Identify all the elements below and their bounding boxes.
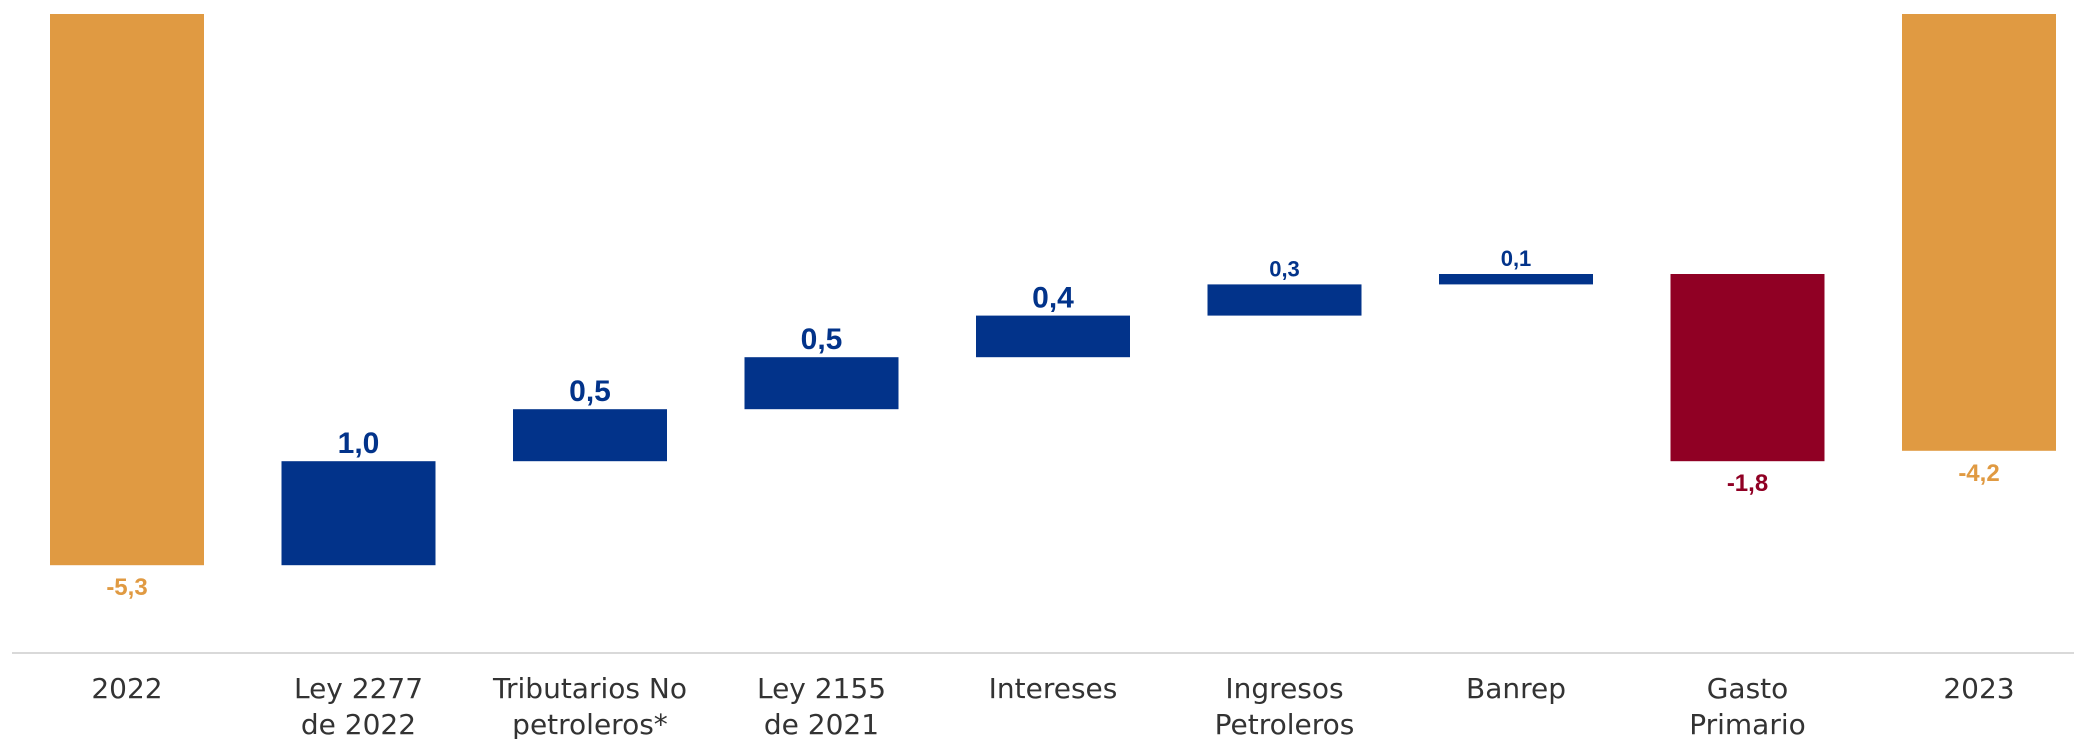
category-label: Ley 2277 <box>294 672 423 705</box>
category-label: Primario <box>1689 708 1806 739</box>
data-label: 0,3 <box>1269 256 1300 281</box>
category-label: Petroleros <box>1215 708 1355 739</box>
bar-8 <box>1902 14 2056 451</box>
data-label: 0,1 <box>1501 246 1532 271</box>
bar-3 <box>744 357 899 410</box>
category-label: Gasto <box>1707 672 1789 705</box>
data-label: 1,0 <box>338 427 380 460</box>
data-label: 0,5 <box>569 375 611 408</box>
category-label: de 2021 <box>764 708 879 739</box>
category-label: petroleros* <box>512 708 668 739</box>
bar-1 <box>281 461 436 566</box>
bar-0 <box>50 14 204 566</box>
category-label: de 2022 <box>301 708 416 739</box>
bar-6 <box>1439 274 1593 285</box>
data-label: -1,8 <box>1727 470 1768 497</box>
data-label: -4,2 <box>1958 460 1999 487</box>
category-label: 2022 <box>91 672 162 705</box>
data-label: -5,3 <box>106 574 147 601</box>
category-label: Ley 2155 <box>757 672 886 705</box>
category-label: Ingresos <box>1225 672 1343 705</box>
bar-5 <box>1207 284 1362 316</box>
bar-2 <box>513 409 667 462</box>
category-label: Tributarios No <box>492 672 687 705</box>
category-label: Intereses <box>989 672 1118 705</box>
category-label: 2023 <box>1943 672 2014 705</box>
bar-7 <box>1670 274 1825 462</box>
bar-4 <box>976 315 1130 358</box>
data-label: 0,5 <box>801 323 843 356</box>
category-label: Banrep <box>1466 672 1566 705</box>
data-label: 0,4 <box>1032 282 1074 315</box>
